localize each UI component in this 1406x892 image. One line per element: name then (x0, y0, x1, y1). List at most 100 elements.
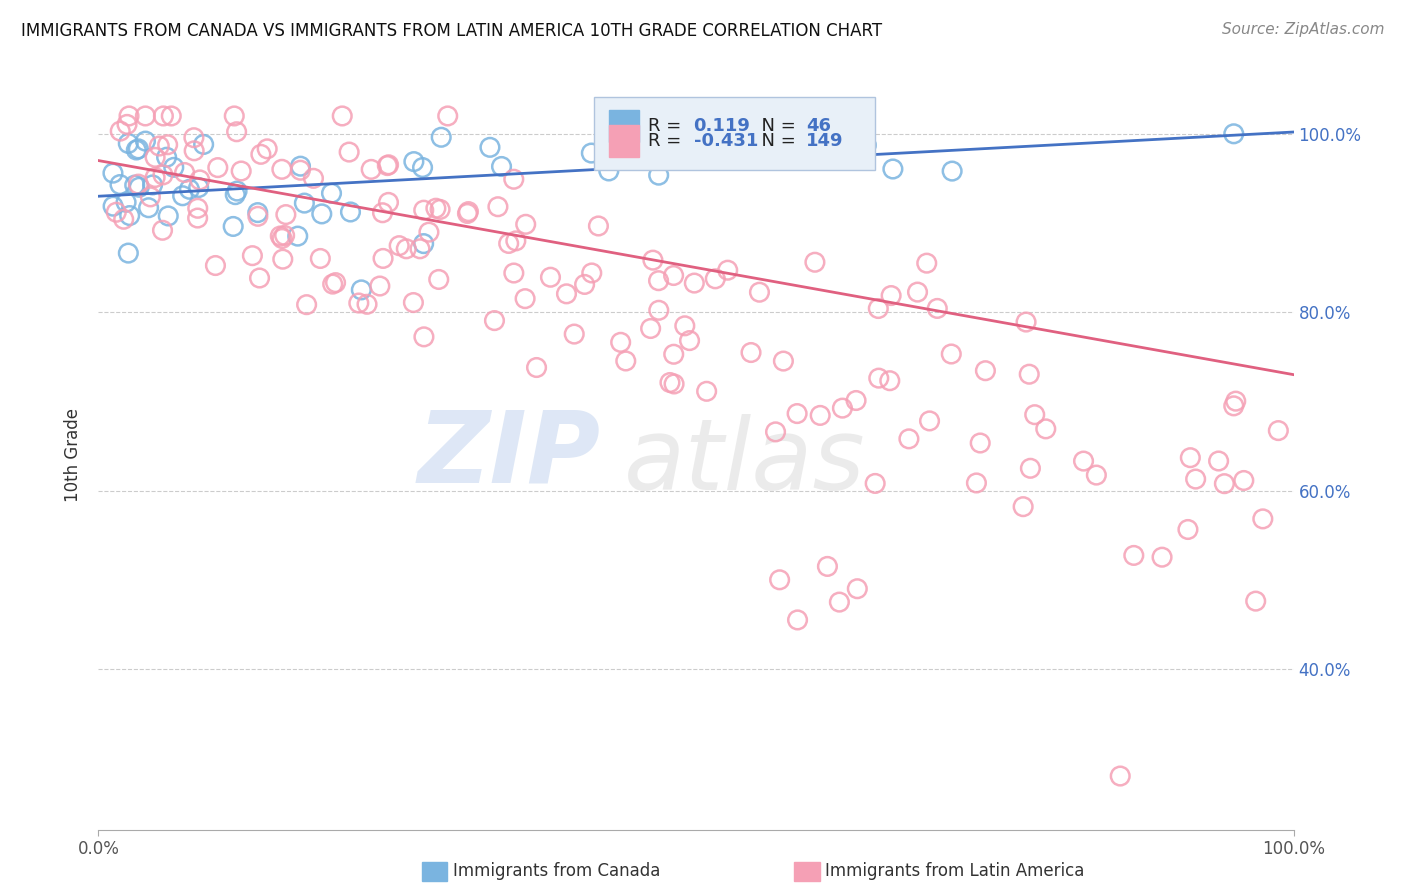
Point (226, 184, 249, 198)
Point (117, 136, 139, 151)
Point (413, 330, 436, 344)
Point (110, 124, 132, 138)
Point (193, 137, 215, 152)
Point (941, 347, 963, 361)
Point (347, 296, 370, 310)
Point (974, 364, 997, 378)
Point (815, 559, 838, 574)
Point (188, 173, 211, 187)
Point (740, 345, 762, 359)
Point (112, 212, 135, 227)
Point (402, 154, 425, 169)
Point (127, 142, 149, 156)
Point (377, 195, 399, 210)
Point (659, 376, 682, 390)
Point (1223, 399, 1246, 413)
Point (183, 130, 205, 145)
Point (207, 161, 229, 175)
Point (768, 573, 790, 587)
Point (828, 595, 851, 609)
Point (409, 242, 432, 256)
Point (868, 301, 890, 316)
Point (125, 143, 148, 157)
Text: Source: ZipAtlas.com: Source: ZipAtlas.com (1222, 22, 1385, 37)
Point (647, 168, 669, 182)
Point (222, 219, 245, 234)
Point (598, 164, 620, 178)
Point (831, 401, 853, 416)
Point (505, 234, 527, 248)
Point (108, 178, 131, 192)
Point (287, 229, 309, 244)
Point (302, 171, 325, 186)
Text: R =: R = (648, 117, 688, 135)
Point (502, 266, 524, 280)
Point (772, 354, 794, 368)
Point (246, 205, 269, 219)
Point (540, 270, 562, 285)
Point (662, 347, 685, 361)
Point (662, 268, 685, 283)
Point (115, 117, 138, 131)
Point (555, 286, 578, 301)
Point (1012, 500, 1035, 514)
Point (225, 125, 247, 139)
Point (620, 124, 643, 138)
Point (160, 109, 183, 123)
Point (152, 109, 174, 123)
Point (1015, 315, 1038, 329)
Point (402, 295, 425, 310)
Point (187, 202, 209, 216)
Point (246, 209, 269, 223)
Point (231, 164, 253, 178)
Point (1109, 769, 1132, 783)
Point (498, 236, 520, 251)
Point (436, 109, 458, 123)
Point (271, 252, 294, 267)
Point (371, 205, 394, 219)
Point (614, 354, 637, 368)
Point (173, 165, 195, 179)
Text: -0.431: -0.431 (693, 132, 758, 150)
Text: atlas: atlas (624, 414, 866, 511)
Point (412, 203, 434, 218)
Point (513, 292, 536, 306)
Point (456, 206, 478, 220)
Point (673, 318, 696, 333)
Point (1213, 476, 1236, 491)
Point (274, 208, 297, 222)
Point (309, 252, 332, 266)
Point (172, 188, 194, 202)
Point (339, 205, 361, 219)
Point (295, 298, 318, 312)
Point (330, 109, 353, 123)
Point (141, 178, 163, 192)
Point (581, 146, 603, 161)
Point (101, 199, 124, 213)
Point (704, 272, 727, 286)
Point (486, 200, 509, 214)
FancyBboxPatch shape (595, 96, 875, 170)
Point (128, 180, 150, 194)
Point (156, 137, 179, 152)
Point (143, 150, 166, 164)
Point (1150, 550, 1173, 565)
Y-axis label: 10th Grade: 10th Grade (65, 408, 83, 502)
Text: N =: N = (749, 132, 801, 150)
Point (204, 259, 226, 273)
Point (588, 219, 610, 233)
Point (717, 263, 740, 277)
Point (1180, 450, 1202, 465)
Point (1267, 424, 1289, 438)
Point (696, 384, 718, 399)
Point (804, 255, 827, 269)
Point (1019, 461, 1042, 475)
Point (183, 144, 205, 158)
Point (118, 209, 141, 223)
Text: Immigrants from Latin America: Immigrants from Latin America (825, 863, 1084, 880)
Point (115, 195, 138, 210)
Point (388, 238, 411, 252)
Point (273, 228, 295, 243)
Point (105, 205, 128, 219)
Point (249, 271, 271, 285)
